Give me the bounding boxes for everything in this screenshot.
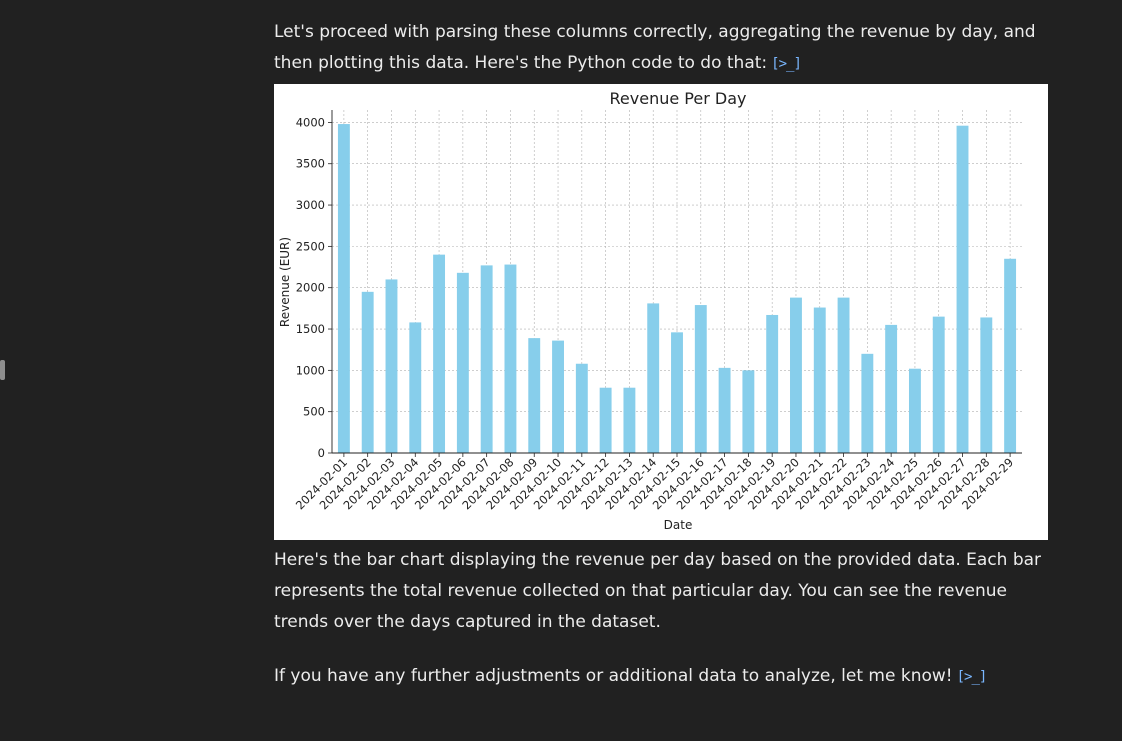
y-tick-label: 1000 (296, 363, 325, 377)
bar-2024-02-27 (956, 125, 969, 453)
bar-2024-02-03 (385, 279, 398, 453)
y-tick-label: 500 (303, 405, 325, 419)
bar-2024-02-23 (861, 353, 874, 453)
bar-2024-02-15 (671, 332, 683, 453)
bar-2024-02-29 (1004, 258, 1017, 453)
y-tick-label: 2500 (296, 239, 325, 253)
chart-bars (337, 124, 1017, 453)
bar-2024-02-21 (813, 307, 826, 453)
code-link-icon[interactable]: [>_] (771, 56, 802, 72)
scroll-handle[interactable] (0, 360, 5, 380)
bar-2024-02-17 (718, 367, 731, 453)
y-tick-label: 3000 (296, 198, 325, 212)
chart-axes (328, 110, 1022, 457)
bar-2024-02-02 (361, 291, 374, 453)
y-tick-label: 3500 (296, 157, 325, 171)
revenue-chart: 0 500 1000 1500 2000 2500 3000 3500 4000 2024-02-… (274, 84, 1048, 540)
chart-svg: 050010001500200025003000350040002024-02-… (278, 89, 1022, 532)
y-tick-label: 0 (318, 446, 325, 460)
bar-2024-02-16 (694, 305, 707, 453)
bar-2024-02-25 (908, 368, 921, 453)
code-link-icon[interactable]: [>_] (956, 669, 988, 685)
bar-2024-02-05 (433, 254, 446, 453)
bar-2024-02-19 (766, 314, 779, 453)
intro-message: Let's proceed with parsing these columns… (274, 17, 1054, 80)
bar-2024-02-18 (742, 370, 755, 453)
y-tick-label: 1500 (296, 322, 325, 336)
bar-2024-02-13 (623, 387, 636, 453)
bar-2024-02-10 (552, 340, 564, 453)
followup-text: If you have any further adjustments or a… (274, 666, 953, 686)
bar-2024-02-12 (599, 387, 612, 453)
followup-message: If you have any further adjustments or a… (274, 661, 1054, 693)
bar-2024-02-26 (932, 316, 945, 453)
x-axis-label: Date (664, 518, 693, 532)
bar-2024-02-06 (456, 272, 469, 453)
bar-2024-02-04 (409, 322, 422, 453)
bar-2024-02-08 (504, 264, 517, 453)
intro-text: Let's proceed with parsing these columns… (274, 22, 1036, 73)
bar-2024-02-14 (647, 303, 660, 453)
bar-2024-02-20 (790, 297, 802, 453)
bar-2024-02-11 (575, 363, 588, 453)
bar-2024-02-01 (337, 124, 350, 453)
y-tick-label: 2000 (296, 281, 325, 295)
bar-2024-02-24 (885, 324, 898, 453)
chart-title: Revenue Per Day (610, 89, 747, 108)
bar-2024-02-07 (480, 265, 493, 453)
bar-2024-02-09 (528, 338, 541, 453)
y-tick-label: 4000 (296, 115, 325, 129)
y-axis-label: Revenue (EUR) (278, 237, 292, 327)
description-message: Here's the bar chart displaying the reve… (274, 550, 1042, 632)
bar-2024-02-28 (980, 317, 993, 453)
bar-2024-02-22 (837, 297, 850, 453)
